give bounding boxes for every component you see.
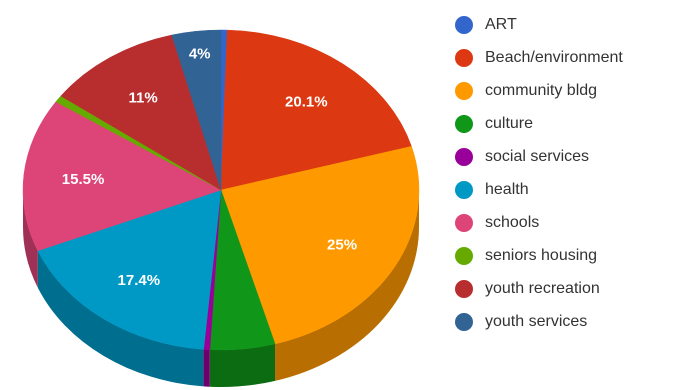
legend-item[interactable]: social services <box>455 140 623 173</box>
legend-item[interactable]: culture <box>455 107 623 140</box>
pie-side-schools <box>23 190 38 288</box>
pie-chart: 20.1% 25% 17.4% 15.5% 11% 4% <box>22 29 420 387</box>
legend-label: ART <box>485 15 517 33</box>
pie-slices <box>22 29 420 351</box>
legend-item[interactable]: seniors housing <box>455 239 623 272</box>
legend-swatch-icon <box>455 180 473 199</box>
chart-legend: ART Beach/environment community bldg cultur… <box>455 8 623 338</box>
pie-slice-youth-services[interactable] <box>171 29 222 191</box>
pie-slice-schools[interactable] <box>22 101 222 252</box>
legend-item[interactable]: youth recreation <box>455 272 623 305</box>
legend-item[interactable]: Beach/environment <box>455 41 623 74</box>
pie-sides <box>23 190 419 387</box>
legend-swatch-icon <box>455 81 473 100</box>
data-label-youth-services: 4% <box>189 45 211 62</box>
pie-data-labels: 20.1% 25% 17.4% 15.5% 11% 4% <box>62 45 357 289</box>
legend-label: social services <box>485 147 590 165</box>
pie-slice-community-bldg[interactable] <box>220 146 420 345</box>
data-label-youth-recreation: 11% <box>128 89 157 106</box>
legend-label: youth services <box>485 312 588 330</box>
pie-slice-beach-environment[interactable] <box>220 29 412 191</box>
legend-label: culture <box>485 114 534 132</box>
pie-side-health <box>37 250 204 387</box>
legend-item[interactable]: ART <box>455 8 623 41</box>
legend-item[interactable]: schools <box>455 206 623 239</box>
legend-label: community bldg <box>485 81 598 99</box>
legend-item[interactable]: youth services <box>455 305 623 338</box>
legend-label: seniors housing <box>485 246 598 264</box>
legend-swatch-icon <box>455 312 473 331</box>
legend-swatch-icon <box>455 147 473 166</box>
pie-side-culture <box>209 343 276 387</box>
legend-label: Beach/environment <box>485 48 623 66</box>
legend-swatch-icon <box>455 114 473 133</box>
pie-slice-health[interactable] <box>37 189 222 350</box>
legend-swatch-icon <box>455 213 473 232</box>
pie-slice-youth-recreation[interactable] <box>60 34 222 191</box>
legend-swatch-icon <box>455 48 473 67</box>
data-label-community-bldg: 25% <box>327 237 357 254</box>
legend-swatch-icon <box>455 246 473 265</box>
data-label-health: 17.4% <box>118 272 161 289</box>
legend-label: youth recreation <box>485 279 600 297</box>
data-label-beach-environment: 20.1% <box>285 94 328 111</box>
legend-swatch-icon <box>455 279 473 298</box>
pie-side-social-services <box>203 349 210 387</box>
legend-item[interactable]: health <box>455 173 623 206</box>
pie-side-community-bldg <box>275 190 419 381</box>
data-label-schools: 15.5% <box>62 171 105 188</box>
legend-label: health <box>485 180 529 198</box>
legend-label: schools <box>485 213 540 231</box>
legend-item[interactable]: community bldg <box>455 74 623 107</box>
legend-swatch-icon <box>455 15 473 34</box>
